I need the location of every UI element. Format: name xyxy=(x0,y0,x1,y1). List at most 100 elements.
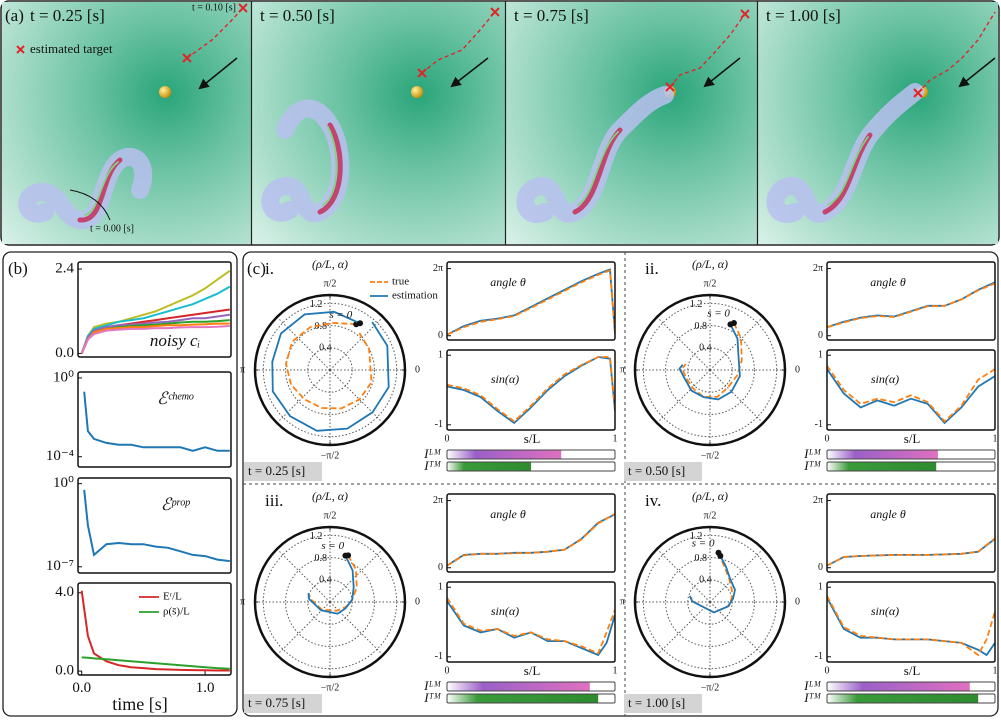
time-label: t = 0.25 [s] xyxy=(248,463,305,478)
annotation: angle θ xyxy=(490,507,526,521)
r-grid xyxy=(665,325,755,415)
series-line xyxy=(80,269,231,354)
series-line xyxy=(447,268,615,336)
y-tick-label: 0 xyxy=(818,562,823,573)
activation-label: Iᴸᴹ xyxy=(423,446,442,461)
y-tick-label: -1 xyxy=(435,419,443,430)
activation-frame xyxy=(446,693,616,704)
annotation: ℰᶜʰᵉᵐᵒ xyxy=(157,389,194,408)
plot-frame xyxy=(77,371,232,468)
frame-dividers xyxy=(250,1,759,245)
annotation: sin(α) xyxy=(491,604,519,618)
angle-tick-label: π xyxy=(620,364,625,375)
activation-frame xyxy=(826,449,996,460)
plot-frame xyxy=(446,581,616,663)
annotation: s = 0 xyxy=(321,540,344,552)
target-marks xyxy=(16,3,923,98)
x-tick-label: 0.0 xyxy=(72,680,91,696)
time-label-bg xyxy=(244,462,322,481)
activation-bar xyxy=(447,682,590,691)
frame-time: t = 0.50 [s] xyxy=(260,6,335,25)
target-label: estimated target xyxy=(30,41,113,56)
series-line xyxy=(80,325,230,354)
start-point xyxy=(357,320,364,327)
activation-bar xyxy=(447,450,562,459)
angle-tick-label: 0 xyxy=(415,364,420,375)
angle-tick-label: 0 xyxy=(795,596,800,607)
start-point xyxy=(717,552,724,559)
y-tick-label: 0 xyxy=(818,330,823,341)
polar-frame xyxy=(253,525,407,679)
activation-label: Iᴸᴹ xyxy=(803,678,822,693)
series-line xyxy=(827,597,995,657)
annotation: sin(α) xyxy=(871,372,899,386)
activation-frame xyxy=(826,461,996,472)
y-tick-label: 2π xyxy=(433,263,443,274)
annotation: angle θ xyxy=(870,507,906,521)
series-line xyxy=(80,590,230,672)
series-line xyxy=(83,489,230,563)
time-label-bg xyxy=(244,694,322,713)
polar-line xyxy=(688,555,736,614)
x-axis-label: s/L xyxy=(904,663,921,678)
y-tick-label: 2π xyxy=(813,495,823,506)
series-line xyxy=(827,537,995,567)
series-line xyxy=(827,368,995,425)
plot-frame xyxy=(446,493,616,573)
y-tick-label: -1 xyxy=(815,651,823,662)
r-tick-label: 0.8 xyxy=(695,553,708,564)
x-tick-label: 1 xyxy=(993,433,998,444)
activation-bar xyxy=(827,450,938,459)
motion-arrows xyxy=(198,57,996,90)
plot-frame xyxy=(826,493,996,573)
angle-grid xyxy=(656,601,711,656)
series-line xyxy=(80,322,230,354)
x-axis-label: s/L xyxy=(904,431,921,446)
series-line xyxy=(827,282,995,329)
x-axis-label: s/L xyxy=(524,663,541,678)
activation-bar xyxy=(447,694,599,703)
polar-line xyxy=(285,321,373,410)
angle-grid xyxy=(709,316,764,371)
annotation: sin(α) xyxy=(871,604,899,618)
y-tick-label: 10⁻⁴ xyxy=(46,448,74,464)
x-tick-label: 1.0 xyxy=(196,680,215,696)
y-tick-label: -1 xyxy=(435,651,443,662)
angle-tick-label: π xyxy=(240,596,245,607)
legend-label: ρ(s̄)/L xyxy=(163,606,190,618)
panel-b-border xyxy=(2,251,238,717)
r-tick-label: 1.2 xyxy=(690,299,703,310)
angle-grid xyxy=(329,369,384,424)
x-tick-label: 0 xyxy=(825,433,830,444)
series-line xyxy=(83,391,230,452)
y-tick-label: 0 xyxy=(438,330,443,341)
x-tick-label: 1 xyxy=(993,665,998,676)
y-tick-label: 4.0 xyxy=(55,584,74,600)
time-label: t = 1.00 [s] xyxy=(628,695,685,710)
polar-frame xyxy=(253,293,407,447)
x-tick-label: 0 xyxy=(445,433,450,444)
plot-frame xyxy=(77,477,232,574)
angle-tick-label: −π/2 xyxy=(701,682,719,693)
y-tick-label: 2.4 xyxy=(55,260,74,276)
activation-frame xyxy=(446,461,616,472)
annotation: angle θ xyxy=(870,275,906,289)
series-line xyxy=(81,656,230,670)
legend-label: Eʳ/L xyxy=(163,591,182,603)
angle-tick-label: 0 xyxy=(795,364,800,375)
polar-line xyxy=(678,323,741,401)
y-tick-label: 1 xyxy=(818,582,823,593)
series-line xyxy=(447,513,615,567)
angle-tick-label: −π/2 xyxy=(701,450,719,461)
frame-time: t = 1.00 [s] xyxy=(766,6,841,25)
y-tick-label: 0.0 xyxy=(55,663,74,679)
r-tick-label: 1.2 xyxy=(310,299,323,310)
plot-frame xyxy=(826,261,996,341)
series-line xyxy=(827,365,995,423)
angle-tick-label: π xyxy=(240,364,245,375)
polar-frame xyxy=(633,293,787,447)
activation-bar xyxy=(827,682,970,691)
time-label: t = 0.75 [s] xyxy=(248,695,305,710)
plot-frame xyxy=(826,349,996,431)
